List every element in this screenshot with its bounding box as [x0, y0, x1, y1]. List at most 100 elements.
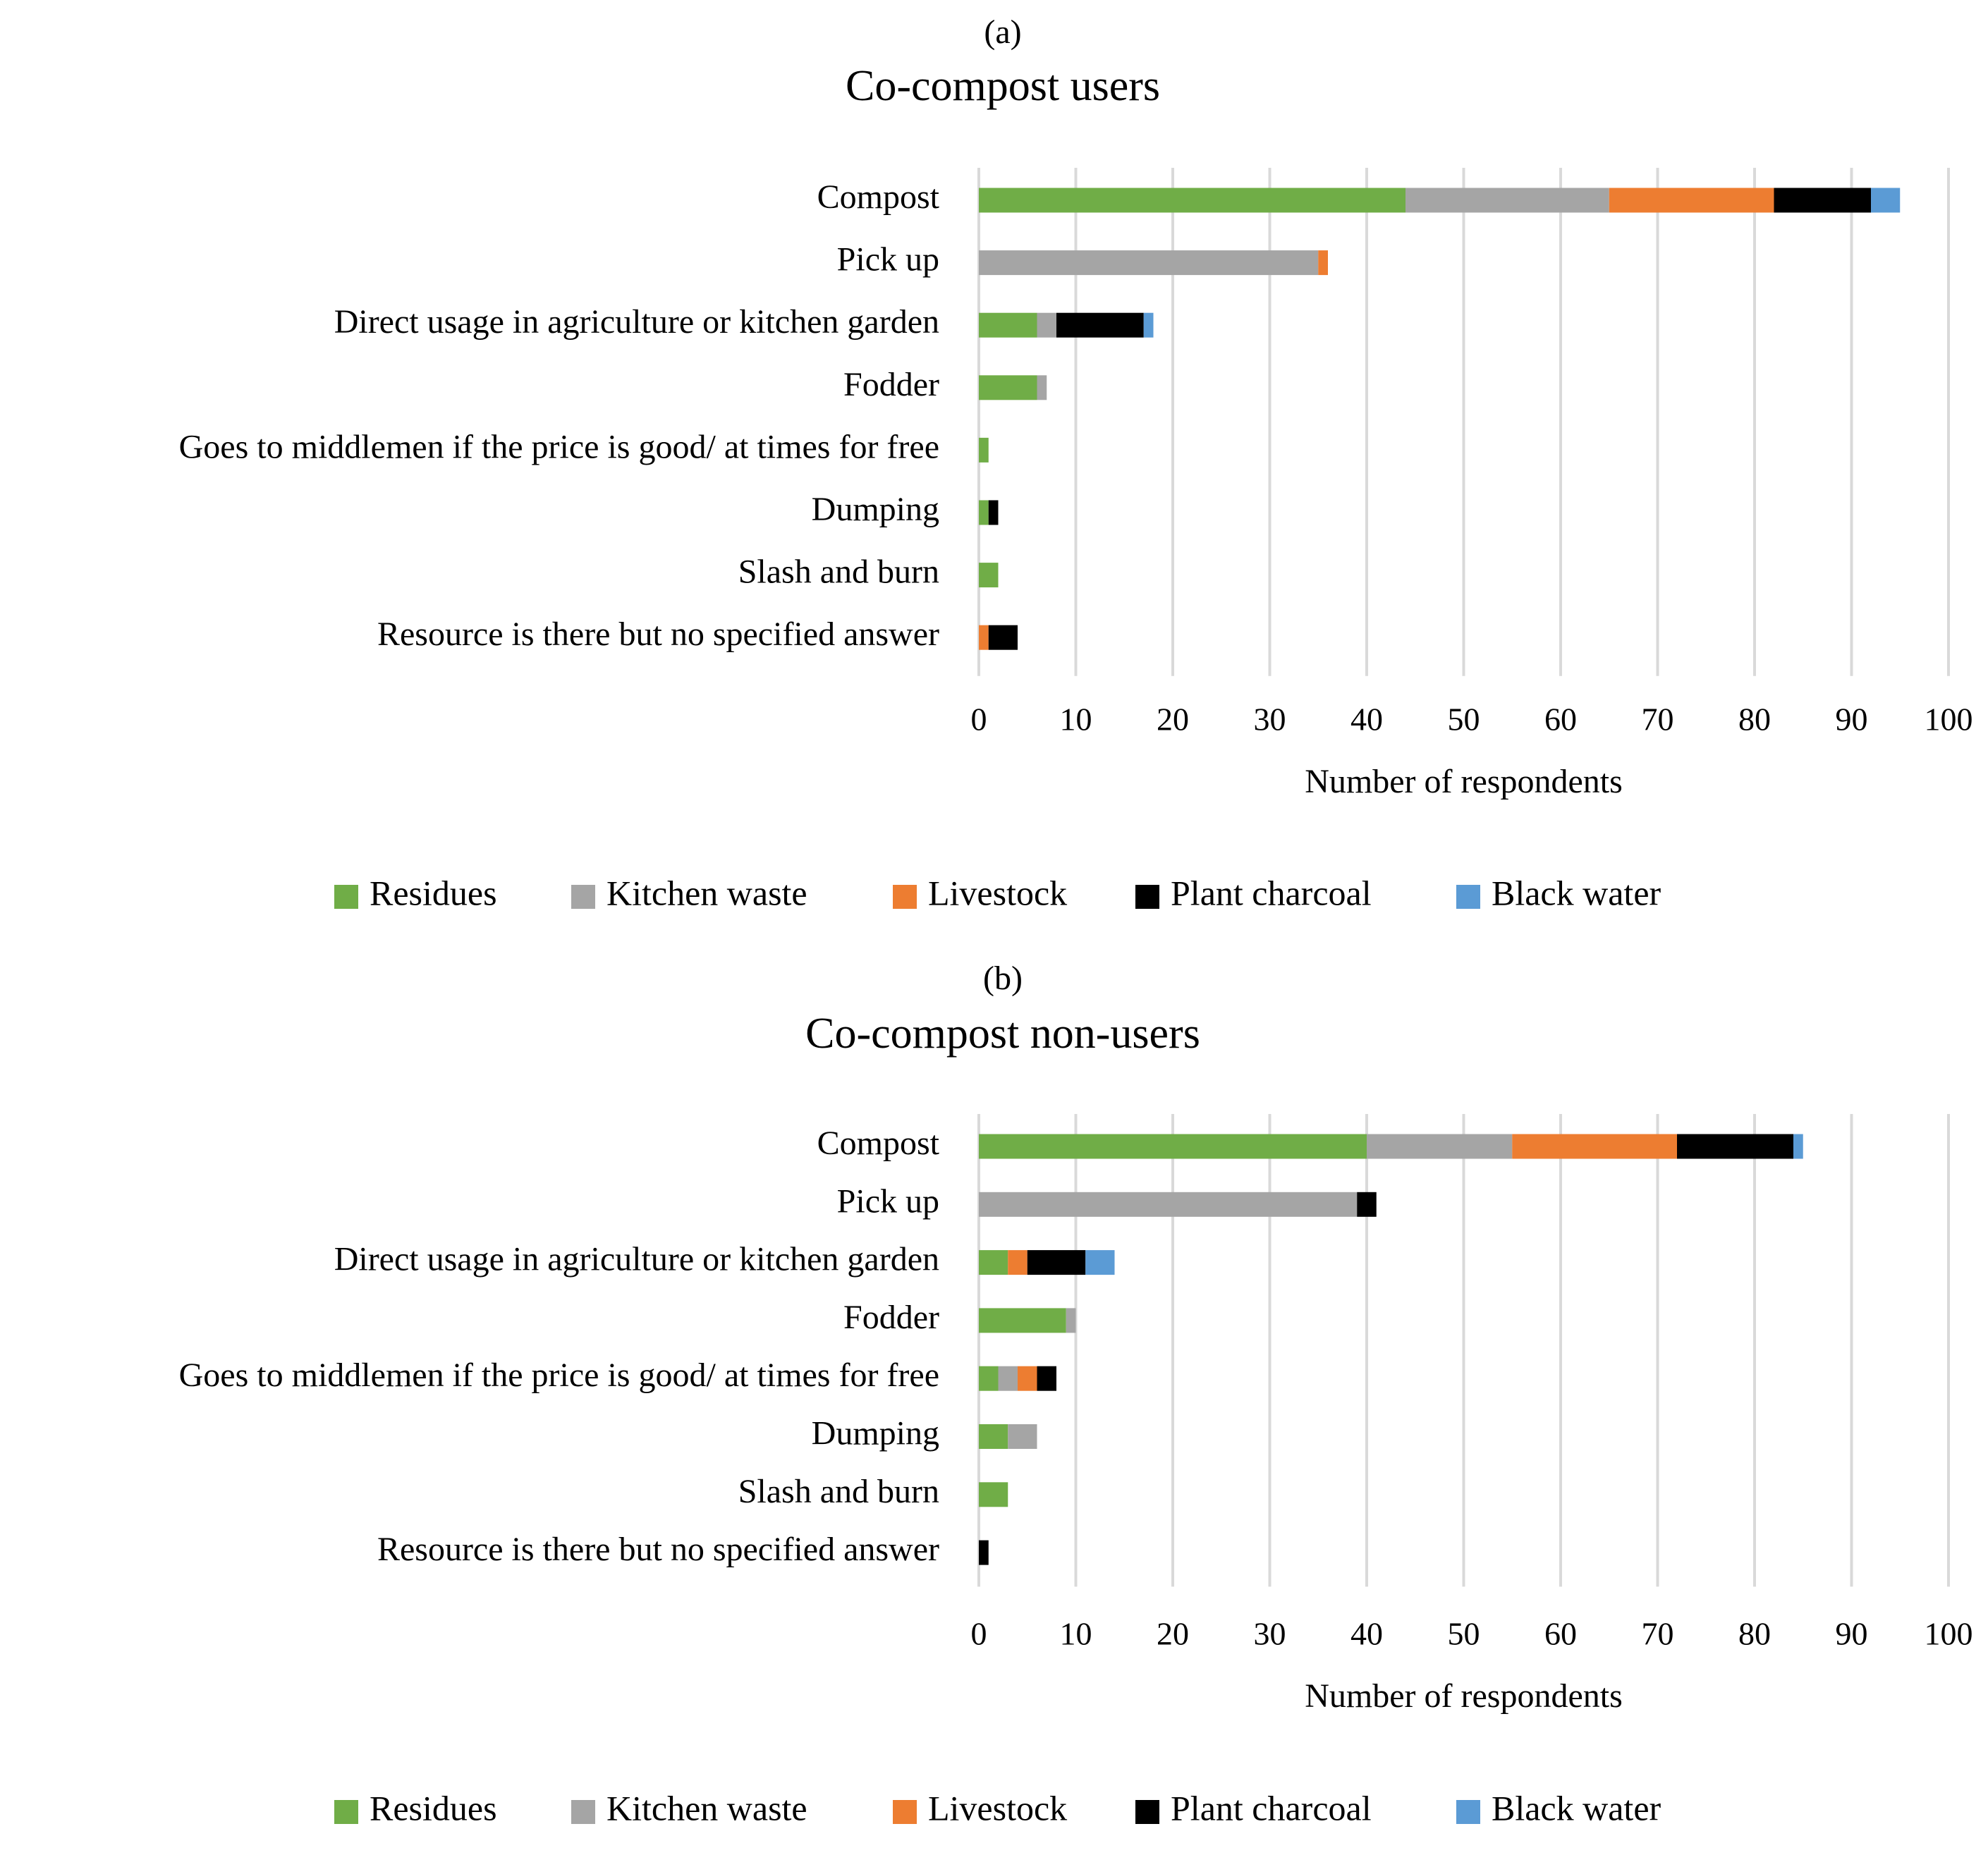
- category-label: Resource is there but no specified answe…: [377, 616, 939, 653]
- category-label: Pick up: [837, 1182, 939, 1220]
- bar-segment-kitchen-waste: [1405, 188, 1609, 213]
- bar-segment-kitchen-waste: [1066, 1308, 1076, 1333]
- category-label: Fodder: [843, 366, 939, 403]
- x-tick-label: 70: [1642, 702, 1674, 737]
- x-tick-label: 20: [1157, 702, 1189, 737]
- bar-segment-residues: [979, 563, 999, 588]
- bar-segment-kitchen-waste: [1008, 1424, 1037, 1449]
- bar-segment-plant-charcoal: [1027, 1250, 1086, 1275]
- bar-segment-residues: [979, 1134, 1367, 1159]
- bar-segment-residues: [979, 437, 989, 463]
- legend-swatch: [1456, 1800, 1480, 1824]
- legend-label: Plant charcoal: [1171, 1788, 1372, 1828]
- category-label: Slash and burn: [738, 553, 939, 591]
- x-tick-label: 50: [1448, 702, 1480, 737]
- category-label: Direct usage in agriculture or kitchen g…: [334, 1241, 939, 1278]
- chart-title: Co-compost non-users: [805, 1010, 1200, 1058]
- panel-label: (b): [983, 960, 1023, 997]
- x-tick-label: 60: [1544, 1616, 1577, 1652]
- bar-segment-plant-charcoal: [1677, 1134, 1793, 1159]
- legend-label: Livestock: [928, 1788, 1067, 1828]
- legend-label: Plant charcoal: [1171, 873, 1372, 912]
- x-tick-label: 30: [1254, 1616, 1286, 1652]
- x-tick-label: 70: [1642, 1616, 1674, 1652]
- bar-segment-plant-charcoal: [979, 1540, 989, 1565]
- chart-panel-a: (a) Co-compost users Compost Pick up Direct …: [179, 13, 1973, 912]
- category-label: Dumping: [812, 1415, 939, 1452]
- legend-swatch: [1456, 885, 1480, 909]
- legend-label: Livestock: [928, 873, 1067, 912]
- bar-segment-livestock: [1609, 188, 1774, 213]
- legend-swatch: [1135, 885, 1159, 909]
- bar-segment-plant-charcoal: [1774, 188, 1871, 213]
- x-tick-label: 20: [1157, 1616, 1189, 1652]
- chart-panel-b: (b) Co-compost non-users Compost Pick up Dir…: [179, 960, 1973, 1828]
- bar-segment-livestock: [979, 625, 989, 650]
- bar-segment-residues: [979, 1482, 1008, 1507]
- legend-label: Residues: [370, 873, 497, 912]
- legend-swatch: [893, 885, 917, 909]
- bar-segment-residues: [979, 1366, 999, 1391]
- legend-swatch: [893, 1800, 917, 1824]
- bar-segment-residues: [979, 375, 1037, 400]
- x-tick-label: 40: [1350, 1616, 1383, 1652]
- category-label: Pick up: [837, 241, 939, 278]
- legend-label: Black water: [1492, 1788, 1661, 1828]
- bar-segment-plant-charcoal: [1037, 1366, 1056, 1391]
- x-tick-label: 40: [1350, 702, 1383, 737]
- category-label: Goes to middlemen if the price is good/ …: [179, 428, 939, 465]
- x-tick-label: 50: [1448, 1616, 1480, 1652]
- x-tick-label: 10: [1060, 702, 1092, 737]
- legend-label: Black water: [1492, 873, 1661, 912]
- category-label: Direct usage in agriculture or kitchen g…: [334, 303, 939, 341]
- bar-segment-kitchen-waste: [1037, 312, 1056, 338]
- x-tick-label: 100: [1925, 1616, 1973, 1652]
- legend-swatch: [1135, 1800, 1159, 1824]
- bar-segment-kitchen-waste: [998, 1366, 1018, 1391]
- legend-swatch: [334, 1800, 358, 1824]
- bar-segment-plant-charcoal: [988, 625, 1018, 650]
- x-axis-title: Number of respondents: [1305, 1677, 1623, 1715]
- bar-segment-black-water: [1871, 188, 1901, 213]
- category-label: Goes to middlemen if the price is good/ …: [179, 1357, 939, 1394]
- legend-label: Residues: [370, 1788, 497, 1828]
- x-tick-label: 60: [1544, 702, 1577, 737]
- legend-swatch: [571, 1800, 595, 1824]
- bar-segment-livestock: [1512, 1134, 1677, 1159]
- bar-segment-residues: [979, 312, 1037, 338]
- category-label: Fodder: [843, 1299, 939, 1336]
- x-tick-label: 0: [971, 1616, 987, 1652]
- bar-segment-kitchen-waste: [1037, 375, 1047, 400]
- bar-segment-kitchen-waste: [979, 250, 1319, 276]
- x-axis-title: Number of respondents: [1305, 763, 1623, 800]
- bar-segment-residues: [979, 188, 1405, 213]
- bar-segment-residues: [979, 500, 989, 525]
- x-tick-label: 0: [971, 702, 987, 737]
- x-tick-label: 90: [1836, 702, 1868, 737]
- bar-segment-plant-charcoal: [1056, 312, 1144, 338]
- category-label: Compost: [817, 1125, 940, 1162]
- bar-segment-livestock: [1008, 1250, 1027, 1275]
- x-tick-label: 10: [1060, 1616, 1092, 1652]
- bar-segment-black-water: [1793, 1134, 1803, 1159]
- x-tick-label: 80: [1738, 1616, 1771, 1652]
- bar-segment-plant-charcoal: [988, 500, 999, 525]
- bar-segment-livestock: [1018, 1366, 1037, 1391]
- bar-segment-black-water: [1085, 1250, 1115, 1275]
- bar-segment-residues: [979, 1308, 1066, 1333]
- category-label: Slash and burn: [738, 1473, 939, 1510]
- bar-segment-residues: [979, 1250, 1008, 1275]
- category-label: Dumping: [812, 491, 939, 528]
- bar-segment-kitchen-waste: [1367, 1134, 1513, 1159]
- category-label: Compost: [817, 178, 940, 216]
- bar-segment-livestock: [1318, 250, 1328, 276]
- bar-segment-residues: [979, 1424, 1008, 1449]
- category-label: Resource is there but no specified answe…: [377, 1531, 939, 1568]
- bar-segment-plant-charcoal: [1357, 1192, 1377, 1217]
- x-tick-label: 30: [1254, 702, 1286, 737]
- legend-swatch: [571, 885, 595, 909]
- bar-segment-kitchen-waste: [979, 1192, 1358, 1217]
- bar-segment-black-water: [1143, 312, 1154, 338]
